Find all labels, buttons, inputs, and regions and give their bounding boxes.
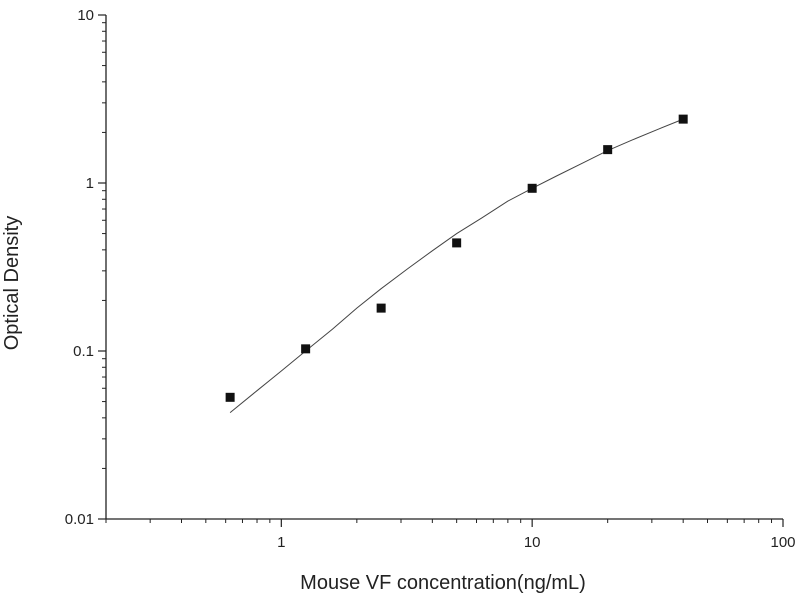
- x-axis-ticks: 1 10 100: [105, 519, 796, 551]
- y-axis-label: Optical Density: [1, 216, 23, 351]
- x-tick-label: 100: [770, 534, 795, 551]
- data-point: [225, 392, 235, 402]
- data-point: [301, 344, 311, 354]
- data-point: [376, 303, 386, 313]
- x-tick-label: 10: [524, 534, 541, 551]
- data-point: [527, 183, 537, 193]
- x-axis-label: Mouse VF concentration(ng/mL): [300, 572, 586, 594]
- data-point: [452, 238, 462, 248]
- y-tick-label: 0.01: [65, 511, 94, 528]
- y-axis-ticks: 0.01 0.1 1 10: [65, 7, 106, 528]
- y-tick-label: 0.1: [73, 343, 94, 360]
- data-point: [678, 114, 688, 124]
- data-point: [603, 145, 613, 155]
- y-tick-label: 10: [77, 7, 94, 24]
- fit-curve: [229, 118, 684, 413]
- y-tick-label: 1: [86, 175, 94, 192]
- x-tick-label: 1: [277, 534, 285, 551]
- axes: [105, 15, 783, 520]
- data-points: [225, 114, 688, 402]
